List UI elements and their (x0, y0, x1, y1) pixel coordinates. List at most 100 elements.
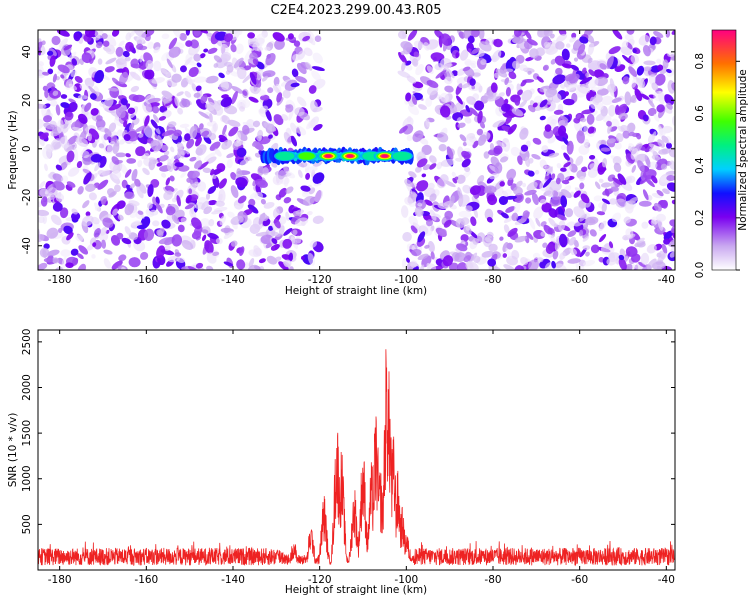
spectrogram-cell (290, 236, 299, 250)
spectrogram-cell (427, 182, 435, 190)
spectrogram-cell (153, 46, 161, 54)
spectrogram-cell (424, 244, 430, 249)
spectrogram-cell (59, 207, 69, 219)
spectrogram-cell (505, 115, 513, 125)
spectrogram-cell (661, 243, 668, 254)
spectrogram-cell (295, 235, 302, 244)
spectrogram-cell (294, 217, 309, 227)
spectrogram-cell (67, 102, 78, 113)
spectrogram-cell (94, 70, 105, 84)
spectrogram-cell (534, 169, 540, 175)
spectrogram-cell (493, 38, 503, 48)
spectrogram-cell (570, 64, 579, 71)
spectrogram-cell (138, 133, 144, 138)
spectrogram-cell (66, 181, 76, 188)
spectrogram-cell (573, 206, 585, 219)
spectrogram-cell (470, 30, 480, 38)
spectrogram-cell (247, 204, 259, 214)
spectrogram-cell (65, 262, 74, 269)
spectrogram-cell (307, 252, 316, 266)
spectrogram-cell (71, 58, 78, 66)
spectrogram-cell (239, 106, 245, 112)
spectrogram-cell (612, 156, 622, 165)
spectrogram-cell (478, 30, 485, 40)
spectrogram-cell (204, 152, 216, 161)
spectrogram-cell (55, 104, 61, 116)
spectrogram-cell (410, 225, 418, 234)
spectrogram-cell (566, 83, 578, 91)
spectrogram-cell (581, 166, 588, 173)
spectrogram-cell (624, 200, 634, 214)
spectrogram-cell (296, 96, 307, 107)
spectrogram-cell (169, 175, 175, 182)
spectrogram-cell (601, 95, 614, 106)
spectrogram-cell (577, 83, 591, 94)
spectrogram-cell (465, 137, 475, 147)
spectrogram-cell (435, 70, 447, 79)
spectrogram-cell (158, 116, 167, 121)
spectrogram-cell (569, 73, 580, 84)
spectrogram-cell (82, 200, 90, 209)
spectrogram-cell (258, 258, 266, 264)
spectrogram-cell (526, 181, 538, 192)
spectrogram-cell (38, 209, 50, 217)
spectrogram-cell (218, 134, 228, 143)
spectrogram-cell (429, 193, 437, 202)
x-tick-label: -140 (221, 574, 245, 586)
spectrogram-cell (194, 160, 203, 169)
spectrogram-cell (397, 30, 407, 40)
spectrogram-cell (52, 90, 59, 96)
spectrogram-cell (512, 60, 520, 70)
spectrogram-cell (236, 259, 246, 270)
spectrogram-cell (502, 138, 509, 143)
spectrogram-cell (623, 216, 631, 224)
spectrogram-cell (520, 144, 529, 152)
spectrogram-cell (42, 215, 48, 225)
spectrogram-cell (156, 245, 166, 259)
spectrogram-cell (651, 155, 662, 162)
spectrogram-y-ticks: -40 -20 0 20 40 (21, 45, 675, 254)
spectrogram-cell (573, 57, 579, 62)
spectrogram-cell (560, 195, 568, 208)
spectrogram-cell (201, 234, 207, 242)
spectrogram-cell (662, 59, 669, 69)
spectrogram-cell (296, 127, 300, 133)
spectrogram-cell (265, 109, 272, 122)
spectrogram-cell (260, 94, 270, 101)
spectrogram-cell (656, 104, 665, 113)
spectrogram-cell (465, 205, 473, 212)
spectrogram-cell (226, 153, 235, 159)
spectrogram-cell (145, 59, 154, 71)
spectrogram-cell (438, 228, 447, 237)
spectrogram-cell (583, 30, 594, 37)
spectrogram-cell (503, 224, 510, 234)
spectrogram-cell (288, 252, 294, 262)
spectrogram-cell (50, 214, 62, 226)
spectrogram-cell (487, 258, 497, 267)
spectrogram-cell (638, 261, 646, 268)
spectrogram-cell (112, 170, 122, 180)
spectrogram-cell (586, 34, 595, 44)
spectrogram-cell (230, 215, 244, 225)
spectrogram-cell (190, 39, 199, 49)
spectrogram-cell (121, 237, 132, 245)
spectrogram-cell (152, 114, 160, 123)
spectrogram-cell (59, 38, 68, 49)
spectrogram-cell (555, 41, 565, 50)
spectrogram-cell (615, 198, 627, 208)
spectrogram-cell (123, 120, 128, 128)
spectrogram-cell (263, 122, 277, 132)
spectrogram-cell (658, 90, 665, 105)
spectrogram-cell (52, 73, 57, 83)
spectrogram-cell (130, 85, 140, 93)
spectrogram-cell (652, 150, 659, 158)
spectrogram-cell (469, 185, 481, 195)
spectrogram-cell (510, 146, 520, 157)
spectrogram-cell (666, 68, 672, 74)
spectrogram-cell (422, 164, 431, 171)
spectrogram-cell (571, 32, 577, 39)
spectrogram-cell (115, 46, 124, 57)
spectrogram-cell (136, 43, 144, 50)
x-tick-label: -140 (221, 274, 245, 286)
spectrogram-cell (158, 237, 172, 245)
